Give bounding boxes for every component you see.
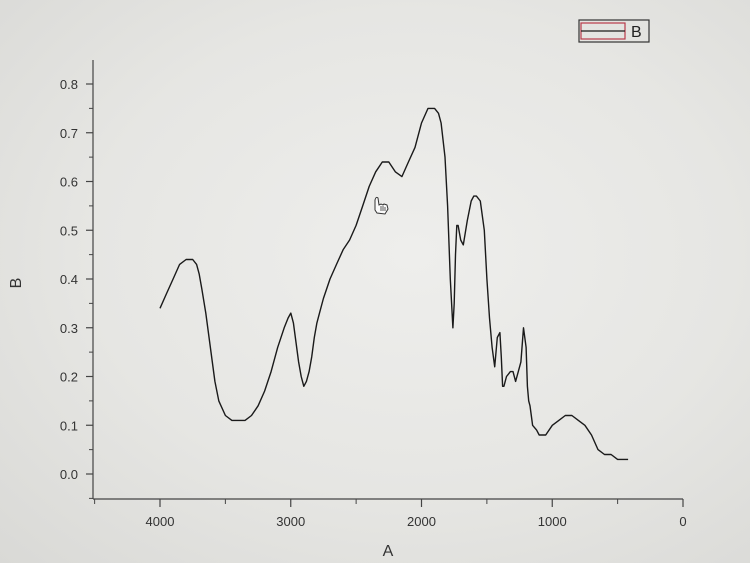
hand-cursor-icon xyxy=(374,196,389,215)
y-tick-label: 0.1 xyxy=(60,418,78,433)
y-tick-label: 0.5 xyxy=(60,223,78,238)
y-tick-label: 0.0 xyxy=(60,467,78,482)
x-tick-label: 3000 xyxy=(276,514,305,529)
y-axis-title: B xyxy=(8,278,25,289)
y-tick-label: 0.6 xyxy=(60,175,78,190)
series-line-b xyxy=(159,107,629,461)
x-axis-title: A xyxy=(383,543,394,560)
x-tick-label: 1000 xyxy=(538,514,567,529)
y-tick-label: 0.7 xyxy=(60,126,78,141)
series-layer xyxy=(159,107,629,461)
legend: B xyxy=(578,19,650,43)
tick-labels: 4000 3000 2000 1000 0 0.0 0.1 0.2 0.3 0.4 0.5 0.6 0.… xyxy=(60,77,687,529)
y-tick-label: 0.2 xyxy=(60,370,78,385)
legend-box xyxy=(578,19,650,43)
ticks xyxy=(86,83,684,507)
y-tick-label: 0.8 xyxy=(60,77,78,92)
y-tick-label: 0.4 xyxy=(60,272,78,287)
x-tick-label: 4000 xyxy=(146,514,175,529)
y-tick-label: 0.3 xyxy=(60,321,78,336)
axes xyxy=(92,60,683,500)
x-tick-label: 0 xyxy=(679,514,686,529)
legend-label-b: B xyxy=(631,24,642,41)
x-tick-label: 2000 xyxy=(407,514,436,529)
